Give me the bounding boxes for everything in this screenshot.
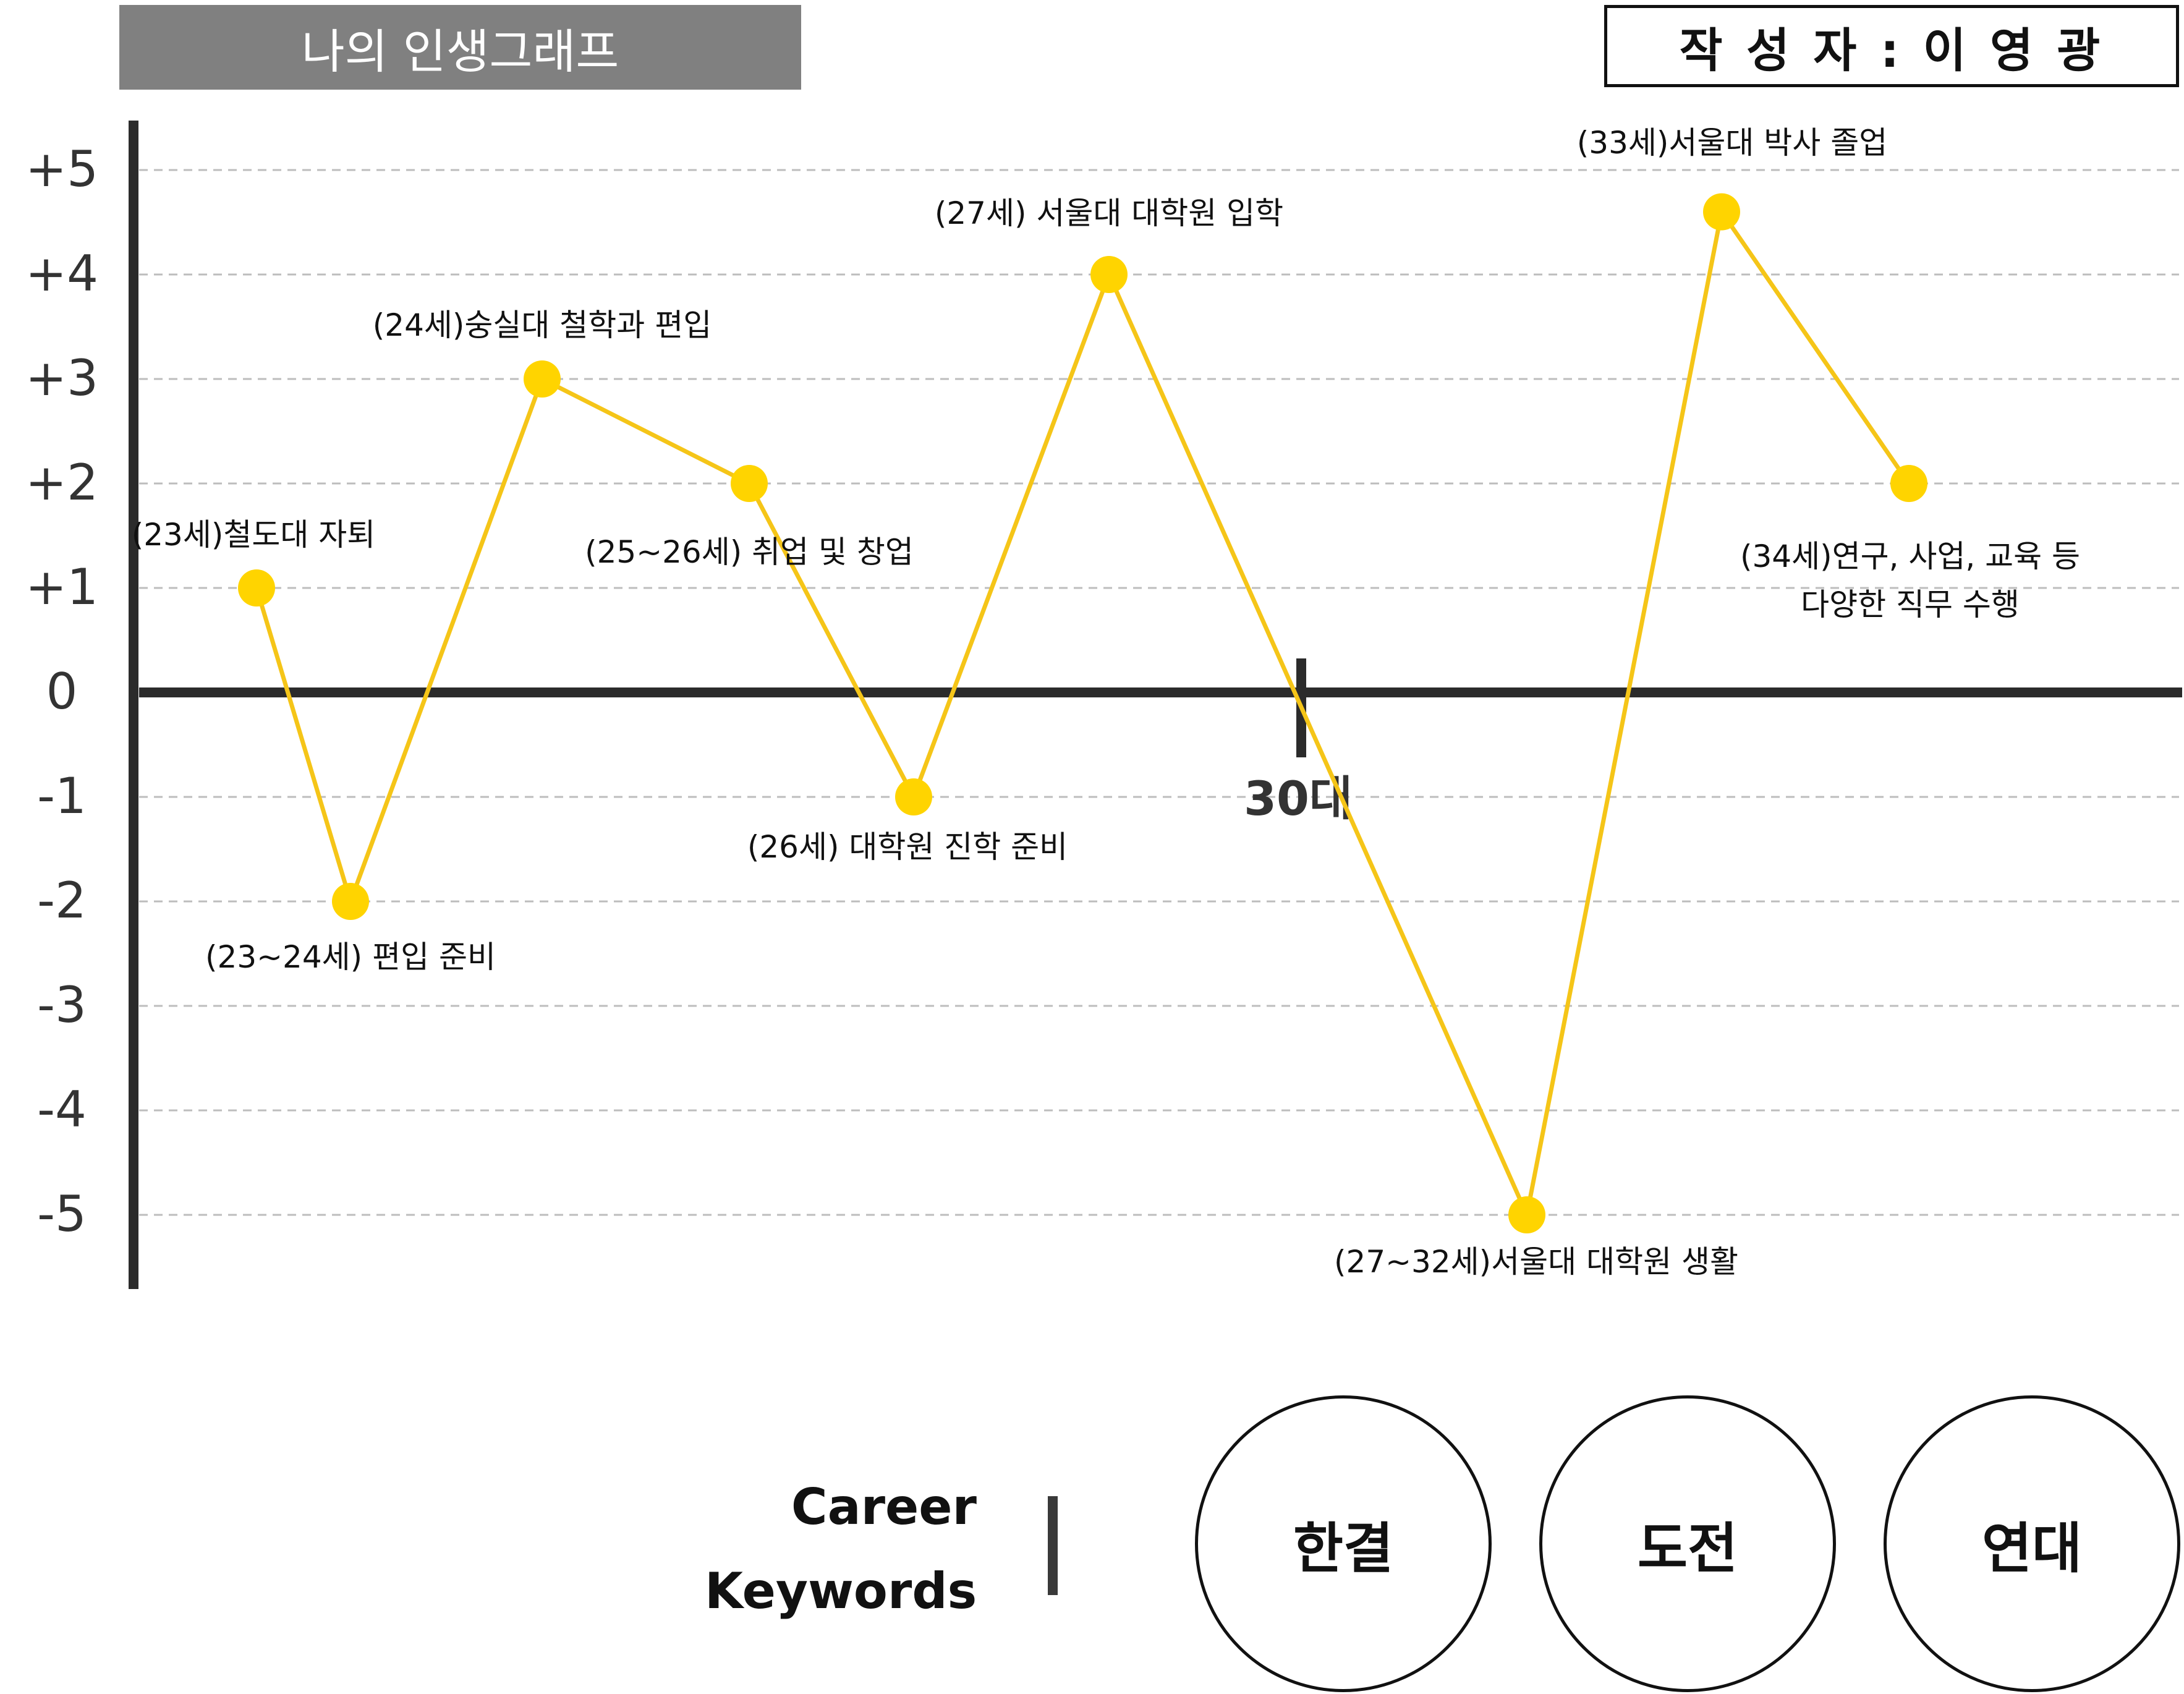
y-tick-label: +4 bbox=[25, 245, 98, 302]
data-point-label: (25~26세) 취업 및 창업 bbox=[585, 534, 914, 570]
y-tick-label: -1 bbox=[37, 767, 87, 825]
data-point-marker bbox=[895, 778, 932, 815]
data-point-marker bbox=[524, 360, 561, 398]
y-tick-label: 0 bbox=[46, 663, 78, 720]
y-tick-label: +3 bbox=[25, 349, 98, 407]
keyword-circle-2: 도전 bbox=[1539, 1395, 1836, 1692]
keyword-3: 연대 bbox=[1982, 1516, 2082, 1580]
data-point-marker bbox=[238, 569, 275, 607]
data-point-label: (27~32세)서울대 대학원 생활 bbox=[1334, 1244, 1738, 1280]
series-line bbox=[254, 210, 1911, 1217]
author-box: 작 성 자 : 이 영 광 bbox=[1604, 5, 2179, 87]
data-point-marker bbox=[332, 883, 369, 920]
axes: 30대 bbox=[129, 121, 2182, 1289]
y-tick-labels: +5 +4 +3 +2 +1 0 -1 -2 -3 -4 -5 bbox=[25, 140, 98, 1243]
career-keywords-line1: Career bbox=[791, 1478, 977, 1536]
y-tick-label: -4 bbox=[37, 1081, 87, 1138]
career-keywords-title: Career Keywords bbox=[705, 1465, 977, 1633]
keywords-divider-bar bbox=[1048, 1496, 1058, 1595]
keyword-1: 한결 bbox=[1293, 1516, 1393, 1580]
decade-label: 30대 bbox=[1244, 771, 1353, 826]
data-point-marker bbox=[1090, 256, 1128, 293]
data-point-label-line: 다양한 직무 수행 bbox=[1801, 587, 2020, 623]
y-tick-label: -5 bbox=[37, 1185, 87, 1243]
y-tick-label: +2 bbox=[25, 454, 98, 511]
chart-title-banner: 나의 인생그래프 bbox=[119, 5, 801, 90]
data-point-label: (23세)철도대 자퇴 bbox=[132, 517, 376, 553]
data-point-label: (23~24세) 편입 준비 bbox=[205, 939, 496, 975]
keyword-circle-3: 연대 bbox=[1884, 1395, 2180, 1692]
y-tick-label: -2 bbox=[37, 872, 87, 929]
data-point-marker bbox=[731, 465, 768, 502]
career-keywords-line2: Keywords bbox=[705, 1562, 977, 1620]
y-tick-label: +5 bbox=[25, 140, 98, 198]
series-polyline bbox=[254, 210, 1911, 1217]
data-point-label-line: (34세)연구, 사업, 교육 등 bbox=[1740, 538, 2080, 574]
data-point-label: (26세) 대학원 진학 준비 bbox=[747, 829, 1068, 865]
data-points bbox=[238, 193, 1927, 1233]
keyword-2: 도전 bbox=[1638, 1516, 1738, 1580]
data-point-marker bbox=[1508, 1196, 1545, 1233]
data-point-marker bbox=[1703, 193, 1740, 231]
data-point-label: (33세)서울대 박사 졸업 bbox=[1577, 125, 1887, 161]
author-label: 작 성 자 : 이 영 광 bbox=[1679, 22, 2104, 78]
keyword-circle-1: 한결 bbox=[1195, 1395, 1492, 1692]
chart-title: 나의 인생그래프 bbox=[301, 23, 619, 79]
data-point-label: (24세)숭실대 철학과 편입 bbox=[373, 307, 712, 343]
data-labels: (23세)철도대 자퇴 (23~24세) 편입 준비 (24세)숭실대 철학과 편입… bbox=[132, 125, 2080, 1280]
y-tick-label: -3 bbox=[37, 976, 87, 1034]
data-point-marker bbox=[1890, 465, 1927, 502]
y-tick-label: +1 bbox=[25, 558, 98, 616]
data-point-label: (27세) 서울대 대학원 입학 bbox=[935, 195, 1283, 231]
